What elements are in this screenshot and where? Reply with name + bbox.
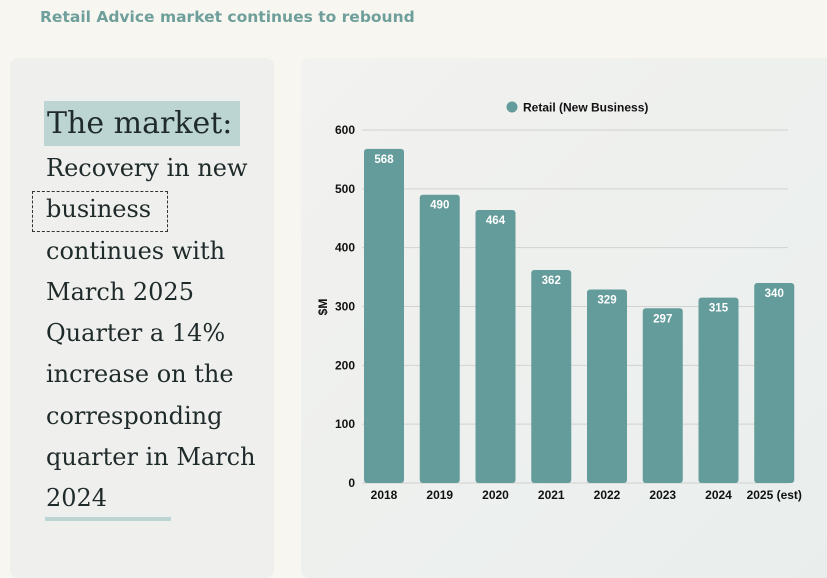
bar-2018[interactable] [364, 148, 404, 483]
y-tick-label: 200 [335, 358, 355, 372]
bar-2020[interactable] [475, 210, 516, 483]
description-line: increase on the [46, 360, 234, 389]
x-tick-label: 2018 [371, 488, 398, 502]
description-line: continues with [46, 236, 226, 265]
bar-2019[interactable] [419, 194, 460, 483]
x-tick-label: 2021 [538, 488, 565, 502]
data-label: 297 [653, 313, 672, 325]
description-line: corresponding [46, 401, 223, 430]
description-line: March 2025 [46, 277, 194, 306]
selection-box[interactable] [32, 191, 168, 232]
y-tick-label: 500 [335, 182, 355, 196]
data-label: 490 [430, 200, 449, 212]
x-tick-label: 2019 [426, 488, 453, 502]
y-tick-label: 300 [335, 300, 355, 314]
description-line: 2024 [46, 484, 108, 513]
bars [364, 148, 795, 483]
data-label: 362 [542, 275, 561, 287]
description-line: quarter in March [46, 443, 256, 472]
page-title: Retail Advice market continues to reboun… [40, 8, 415, 26]
y-tick-label: 400 [335, 241, 355, 255]
data-label: 315 [709, 303, 729, 315]
legend-marker [506, 101, 518, 113]
data-label: 329 [597, 294, 616, 306]
bar-2023[interactable] [642, 308, 683, 483]
data-label: 568 [374, 154, 394, 166]
y-tick-label: 600 [335, 123, 355, 137]
x-tick-label: 2025 (est) [747, 488, 802, 502]
description-line: Quarter a 14% [46, 319, 226, 348]
description-line: business [46, 195, 152, 224]
bar-2021[interactable] [531, 270, 572, 483]
y-axis-label: $M [316, 299, 330, 316]
description-line: Recovery in new [46, 154, 248, 182]
labels: 0 100 200 300 400 500 600 568 2018 490 2019 464 2020… [335, 123, 802, 502]
x-tick-label: 2022 [594, 488, 621, 502]
bar-2022[interactable] [587, 289, 627, 483]
data-label: 464 [486, 215, 506, 227]
y-tick-label: 100 [335, 417, 355, 431]
x-tick-label: 2023 [649, 488, 676, 502]
market-description: Recovery in new business continues with … [46, 148, 271, 520]
legend: Retail (New Business) [506, 101, 648, 115]
bar-chart: 0 100 200 300 400 500 600 568 2018 490 2019 464 2020… [316, 101, 802, 503]
market-heading: The market: [44, 101, 240, 146]
text-underline [45, 517, 171, 521]
data-label: 340 [765, 288, 784, 300]
y-tick-label: 0 [348, 476, 355, 490]
legend-label: Retail (New Business) [523, 101, 648, 115]
x-tick-label: 2020 [482, 488, 509, 502]
bar-2024[interactable] [698, 297, 739, 483]
x-tick-label: 2024 [705, 488, 732, 502]
bar-2025est[interactable] [754, 282, 795, 483]
